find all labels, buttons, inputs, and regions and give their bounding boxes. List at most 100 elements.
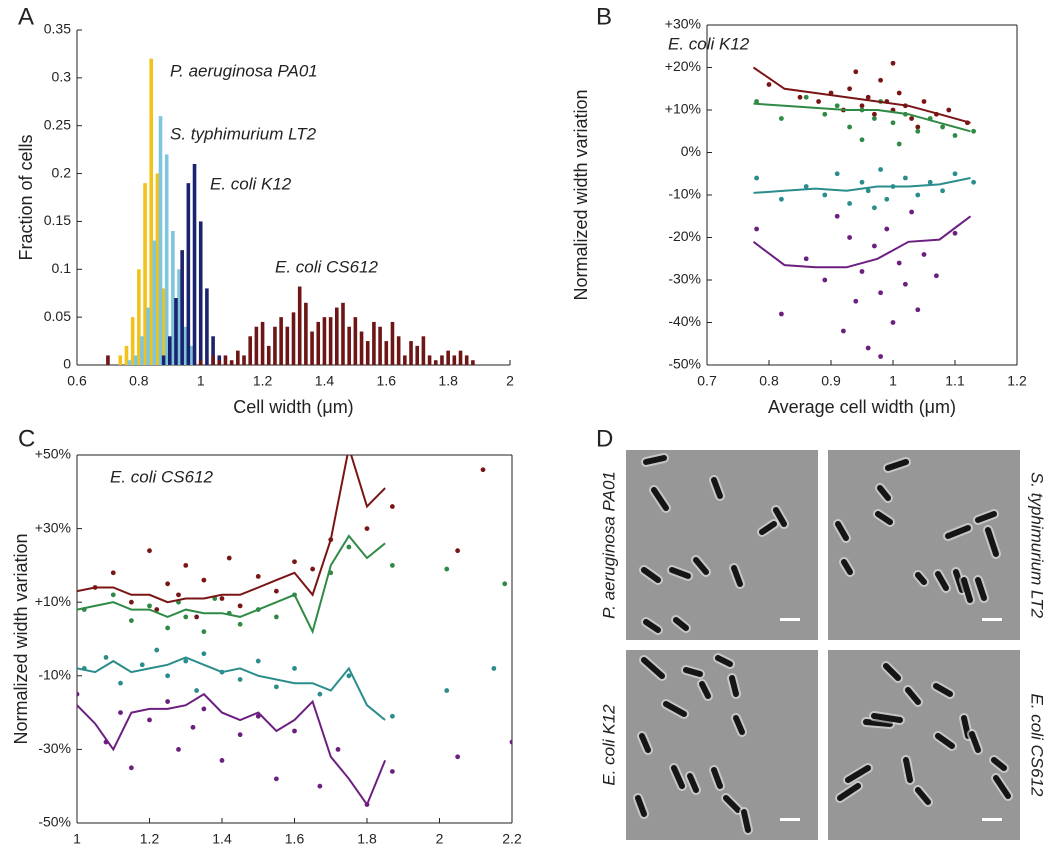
bar	[365, 341, 370, 365]
point	[201, 629, 207, 635]
x-tick-label: 1.4	[315, 373, 335, 389]
point	[834, 103, 840, 109]
scale-bar	[982, 818, 1002, 821]
y-tick-label: 0%	[681, 143, 701, 159]
x-tick-label: 0.8	[759, 373, 779, 389]
y-tick-label: -50%	[38, 814, 71, 830]
bar	[229, 360, 234, 365]
x-tick-label: 1.1	[945, 373, 965, 389]
cell	[711, 477, 723, 499]
point	[915, 124, 921, 130]
bar	[133, 355, 138, 365]
bar	[180, 250, 184, 365]
bar	[421, 336, 426, 365]
y-tick-label: +30%	[665, 16, 701, 32]
point	[903, 281, 908, 287]
point	[940, 188, 945, 194]
point	[194, 688, 200, 693]
bar	[341, 302, 345, 365]
trend-line	[77, 656, 386, 721]
point	[816, 99, 821, 104]
bar	[174, 298, 178, 365]
point	[194, 614, 200, 620]
bar	[149, 58, 154, 365]
bar	[415, 345, 420, 365]
bar	[198, 221, 203, 365]
point	[455, 754, 461, 760]
x-tick-label: 1.8	[357, 831, 377, 847]
point	[896, 90, 902, 96]
series-label: P. aeruginosa PA01	[170, 61, 318, 80]
point	[317, 783, 323, 789]
x-tick-label: 1	[73, 831, 81, 847]
cell	[723, 795, 741, 813]
bar	[130, 317, 135, 365]
point	[859, 103, 865, 109]
y-axis-title: Fraction of cells	[16, 134, 36, 260]
y-tick-label: -10%	[668, 186, 701, 202]
bar	[310, 331, 314, 365]
bar	[118, 355, 123, 365]
micrograph-image	[626, 450, 818, 640]
bar	[359, 331, 364, 365]
cell	[883, 663, 901, 681]
point	[884, 226, 890, 232]
point	[766, 82, 772, 87]
bar	[390, 321, 395, 365]
point	[841, 328, 846, 334]
bar	[254, 326, 259, 365]
point	[128, 765, 134, 771]
x-tick-label: 1.6	[285, 831, 305, 847]
y-tick-label: +20%	[665, 58, 701, 74]
y-tick-label: 0.25	[44, 116, 71, 132]
panel-label: A	[18, 3, 34, 30]
bar	[223, 355, 228, 365]
bar	[242, 355, 246, 365]
bar	[440, 355, 444, 365]
point	[237, 677, 243, 682]
point	[890, 320, 896, 325]
bar	[279, 317, 283, 365]
series-label: E. coli K12	[210, 174, 292, 193]
bar	[143, 183, 147, 365]
cell	[845, 765, 871, 783]
point	[317, 691, 323, 697]
point	[853, 69, 859, 75]
bar	[248, 336, 252, 365]
point	[952, 133, 958, 138]
micrograph-label: S. typhimurium LT2	[1028, 472, 1047, 619]
cell	[969, 731, 981, 753]
point	[273, 614, 279, 620]
point	[364, 526, 370, 531]
point	[237, 603, 243, 609]
bar	[266, 345, 271, 365]
point	[226, 555, 232, 561]
bar	[260, 321, 265, 365]
bar	[152, 240, 157, 365]
bar	[137, 269, 141, 365]
point	[779, 311, 784, 317]
point	[103, 655, 109, 660]
bar	[217, 360, 222, 365]
bar	[464, 355, 469, 365]
micrograph: E. coli K12	[599, 650, 818, 840]
cell	[733, 715, 745, 735]
x-tick-label: 1.2	[253, 373, 273, 389]
plot-area	[77, 455, 512, 807]
x-tick-label: 0.7	[697, 373, 717, 389]
point	[389, 713, 395, 719]
point	[865, 188, 871, 194]
cell	[741, 809, 751, 833]
point	[847, 124, 852, 130]
point	[847, 86, 852, 92]
y-tick-label: -20%	[668, 228, 701, 244]
point	[147, 717, 152, 723]
bar	[297, 286, 302, 365]
point	[834, 213, 840, 219]
y-tick-label: -30%	[668, 271, 701, 287]
cell	[729, 675, 739, 697]
y-tick-label: +10%	[35, 593, 71, 609]
point	[165, 699, 171, 704]
y-tick-label: +10%	[665, 101, 701, 117]
point	[872, 205, 877, 211]
